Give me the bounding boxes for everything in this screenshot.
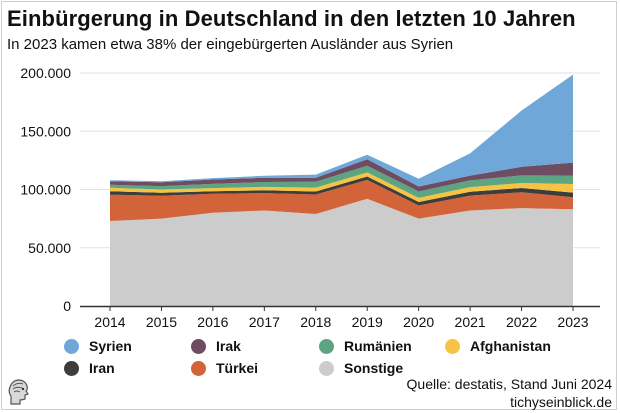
area-irak: [110, 159, 573, 192]
x-tick-label: 2022: [506, 314, 537, 330]
area-iran: [110, 176, 573, 206]
website-line: tichyseinblick.de: [510, 394, 612, 410]
x-tick-label: 2017: [249, 314, 280, 330]
legend-label: Syrien: [89, 338, 132, 354]
legend-swatch: [319, 338, 334, 354]
chart-legend: Syrien Irak Rumänien Afghanistan Iran Türkei S…: [64, 336, 604, 380]
y-tick-label: 150.000: [20, 123, 71, 139]
legend-swatch: [64, 338, 79, 354]
legend-item: Iran: [64, 358, 115, 378]
legend-item: Irak: [191, 336, 241, 356]
legend-item: Sonstige: [319, 358, 403, 378]
legend-label: Türkei: [216, 360, 259, 376]
x-tick-label: 2018: [300, 314, 331, 330]
legend-label: Afghanistan: [470, 338, 551, 354]
y-tick-label: 0: [63, 298, 71, 314]
legend-item: Türkei: [191, 358, 258, 378]
x-tick-label: 2015: [146, 314, 177, 330]
x-tick-label: 2020: [403, 314, 434, 330]
source-note: Quelle: destatis, Stand Juni 2024 tichys…: [407, 375, 612, 411]
legend-swatch: [319, 360, 334, 376]
y-tick-label: 50.000: [28, 240, 71, 256]
x-tick-label: 2019: [352, 314, 383, 330]
legend-label: Irak: [216, 338, 241, 354]
legend-swatch: [445, 338, 460, 354]
x-tick-label: 2023: [557, 314, 588, 330]
chart-title: Einbürgerung in Deutschland in den letzt…: [7, 6, 576, 31]
legend-item: Syrien: [64, 336, 132, 356]
area-afghanistan: [110, 172, 573, 202]
legend-item: Rumänien: [319, 336, 412, 356]
area-rumaenien: [110, 165, 573, 198]
legend-swatch: [64, 360, 79, 376]
x-tick-label: 2021: [455, 314, 486, 330]
legend-swatch: [191, 360, 206, 376]
legend-label: Rumänien: [344, 338, 412, 354]
area-tuerkei: [110, 179, 573, 221]
y-tick-label: 100.000: [20, 182, 71, 198]
x-tick-label: 2014: [94, 314, 125, 330]
legend-label: Sonstige: [344, 360, 404, 376]
source-line: Quelle: destatis, Stand Juni 2024: [406, 376, 612, 392]
y-tick-label: 200.000: [20, 65, 71, 81]
legend-label: Iran: [89, 360, 115, 376]
area-sonstige: [110, 198, 573, 306]
tichys-einblick-logo-icon: [8, 379, 29, 405]
legend-item: Afghanistan: [445, 336, 551, 356]
legend-swatch: [191, 338, 206, 354]
chart-subtitle: In 2023 kamen etwa 38% der eingebürgerte…: [7, 36, 454, 53]
x-tick-label: 2016: [197, 314, 228, 330]
